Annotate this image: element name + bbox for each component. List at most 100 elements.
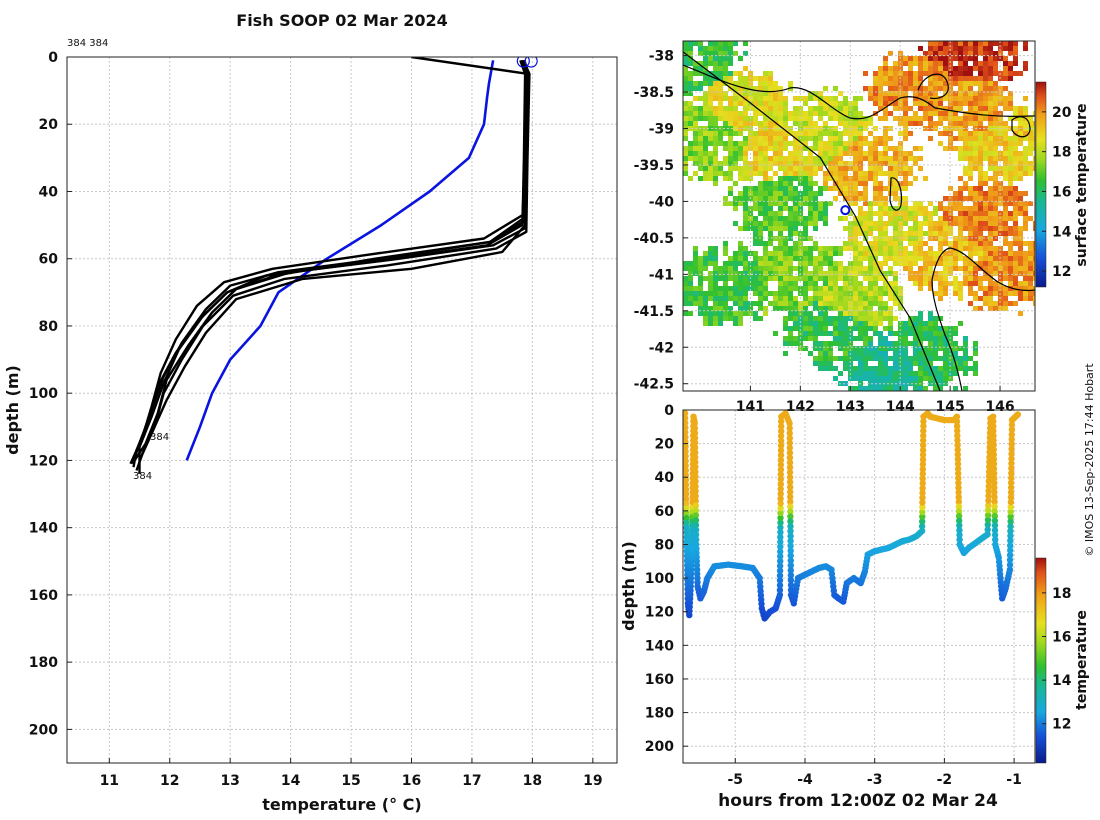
sst-cell: [953, 56, 958, 61]
sst-cell: [813, 136, 818, 141]
sst-cell: [893, 106, 898, 111]
sst-cell: [938, 331, 943, 336]
sst-cell: [823, 121, 828, 126]
sst-cell: [758, 121, 763, 126]
sst-cell: [928, 201, 933, 206]
sst-cell: [693, 81, 698, 86]
sst-cell: [968, 136, 973, 141]
sst-cell: [878, 366, 883, 371]
sst-cell: [918, 271, 923, 276]
sst-cell: [768, 176, 773, 181]
depth-time-point: [991, 517, 999, 524]
sst-cell: [1023, 126, 1028, 131]
sst-cell: [963, 81, 968, 86]
sst-cell: [698, 261, 703, 266]
sst-cell: [868, 91, 873, 96]
sst-cell: [968, 191, 973, 196]
sst-cell: [983, 101, 988, 106]
sst-cell: [733, 121, 738, 126]
sst-cell: [988, 266, 993, 271]
depth-time-point: [683, 548, 691, 555]
sst-cell: [703, 251, 708, 256]
sst-cell: [798, 301, 803, 306]
sst-cell: [853, 271, 858, 276]
sst-cell: [883, 386, 888, 391]
sst-cell: [878, 351, 883, 356]
sst-cell: [823, 216, 828, 221]
sst-cell: [938, 86, 943, 91]
sst-cell: [718, 311, 723, 316]
sst-cell: [773, 266, 778, 271]
sst-cell: [788, 311, 793, 316]
sst-cell: [718, 116, 723, 121]
sst-cell: [708, 311, 713, 316]
sst-cell: [723, 261, 728, 266]
sst-cell: [753, 251, 758, 256]
sst-cell: [1013, 211, 1018, 216]
sst-cell: [863, 286, 868, 291]
sst-cell: [928, 256, 933, 261]
sst-cell: [893, 301, 898, 306]
sst-cell: [913, 376, 918, 381]
sst-cell: [963, 41, 968, 46]
sst-cell: [698, 116, 703, 121]
sst-cell: [898, 81, 903, 86]
sst-cell: [1023, 296, 1028, 301]
sst-cell: [828, 141, 833, 146]
sst-cell: [903, 156, 908, 161]
sst-cell: [943, 226, 948, 231]
sst-cell: [1023, 291, 1028, 296]
sst-cell: [958, 231, 963, 236]
sst-cell: [738, 316, 743, 321]
sst-cell: [958, 136, 963, 141]
sst-cell: [848, 226, 853, 231]
sst-cell: [898, 241, 903, 246]
sst-cell: [843, 171, 848, 176]
sst-cell: [913, 71, 918, 76]
sst-cell: [838, 321, 843, 326]
sst-cell: [743, 296, 748, 301]
sst-cell: [803, 181, 808, 186]
sst-cell: [1008, 301, 1013, 306]
sst-cell: [918, 346, 923, 351]
sst-cell: [718, 306, 723, 311]
depth-time-point: [954, 441, 961, 449]
sst-cell: [788, 281, 793, 286]
sst-cell: [1008, 186, 1013, 191]
sst-cell: [788, 331, 793, 336]
sst-cell: [973, 211, 978, 216]
sst-cell: [828, 251, 833, 256]
sst-cell: [843, 121, 848, 126]
depth-time-point: [683, 467, 689, 474]
sst-cell: [728, 171, 733, 176]
sst-cell: [773, 211, 778, 216]
sst-cell: [978, 171, 983, 176]
sst-cell: [943, 221, 948, 226]
sst-cell: [973, 251, 978, 256]
sst-cell: [838, 341, 843, 346]
sst-cell: [703, 316, 708, 321]
sst-cell: [893, 146, 898, 151]
sst-cell: [1028, 296, 1033, 301]
sst-cell: [983, 76, 988, 81]
sst-cell: [703, 106, 708, 111]
sst-cell: [888, 286, 893, 291]
sst-colorbar-tick-label: 14: [1052, 224, 1072, 240]
sst-cell: [698, 286, 703, 291]
sst-cell: [998, 121, 1003, 126]
sst-cell: [908, 236, 913, 241]
sst-cell: [893, 261, 898, 266]
depth-time-point: [692, 473, 699, 480]
sst-cell: [688, 176, 693, 181]
sst-cell: [1003, 266, 1008, 271]
depth-time-point: [954, 437, 961, 444]
depth-time-point: [777, 471, 784, 478]
sst-cell: [853, 321, 858, 326]
sst-cell: [798, 326, 803, 331]
sst-cell: [773, 161, 778, 166]
sst-cell: [893, 276, 898, 281]
sst-cell: [1023, 281, 1028, 286]
sst-cell: [858, 326, 863, 331]
sst-cell: [843, 316, 848, 321]
sst-cell: [823, 86, 828, 91]
